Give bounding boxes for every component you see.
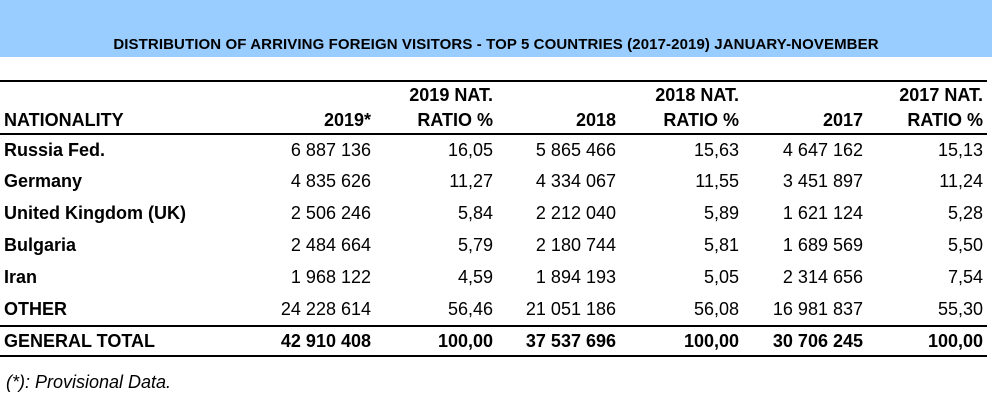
header-2019: 2019* [224, 106, 375, 135]
ratio-2017-cell: 55,30 [937, 298, 983, 319]
table-row: Bulgaria 2 484 664 5,79 2 180 744 5,81 1… [0, 229, 987, 261]
value-2017-cell: 1 689 569 [782, 234, 863, 255]
visitors-table: 2019 NAT. 2018 NAT. 2017 NAT. NATIONALIT… [0, 80, 987, 357]
nationality-cell: Germany [4, 170, 83, 191]
table-row: United Kingdom (UK) 2 506 246 5,84 2 212… [0, 197, 987, 229]
value-2017-cell: 3 451 897 [782, 170, 863, 191]
header-blank [497, 80, 620, 106]
header-row-2: NATIONALITY 2019* RATIO % 2018 RATIO % 2… [0, 106, 987, 135]
ratio-2017-cell: 15,13 [937, 139, 983, 160]
nationality-cell: United Kingdom (UK) [4, 202, 186, 223]
total-ratio-2019-cell: 100,00 [375, 325, 497, 357]
value-2017-cell: 16 981 837 [772, 298, 863, 319]
value-2018-cell: 4 334 067 [535, 170, 616, 191]
ratio-2019-cell: 5,79 [457, 234, 493, 255]
total-2018-cell: 37 537 696 [497, 325, 620, 357]
total-row: GENERAL TOTAL 42 910 408 100,00 37 537 6… [0, 325, 987, 357]
ratio-2018-cell: 5,89 [703, 202, 739, 223]
value-2019-cell: 4 835 626 [290, 170, 371, 191]
value-2017-cell: 1 621 124 [782, 202, 863, 223]
value-2017-cell: 2 314 656 [782, 266, 863, 287]
value-2018-cell: 1 894 193 [535, 266, 616, 287]
table-row: OTHER 24 228 614 56,46 21 051 186 56,08 … [0, 293, 987, 326]
total-ratio-2018-cell: 100,00 [620, 325, 743, 357]
nationality-cell: Russia Fed. [4, 139, 106, 160]
nationality-cell: OTHER [4, 298, 67, 319]
header-2018: 2018 [497, 106, 620, 135]
total-2017-cell: 30 706 245 [743, 325, 867, 357]
ratio-2017-cell: 11,24 [939, 170, 983, 191]
value-2018-cell: 2 180 744 [535, 234, 616, 255]
header-ratio-2018-line2: RATIO % [620, 106, 743, 135]
ratio-2019-cell: 11,27 [449, 170, 493, 191]
value-2018-cell: 21 051 186 [525, 298, 616, 319]
ratio-2019-cell: 16,05 [447, 139, 493, 160]
ratio-2018-cell: 5,05 [703, 266, 739, 287]
header-2017: 2017 [743, 106, 867, 135]
value-2019-cell: 1 968 122 [290, 266, 371, 287]
header-row-1: 2019 NAT. 2018 NAT. 2017 NAT. [0, 80, 987, 106]
table-row: Germany 4 835 626 11,27 4 334 067 11,55 … [0, 165, 987, 197]
ratio-2019-cell: 56,46 [447, 298, 493, 319]
nationality-cell: Iran [4, 266, 38, 287]
header-nationality: NATIONALITY [0, 106, 224, 135]
header-ratio-2018-line1: 2018 NAT. [620, 80, 743, 106]
nationality-cell: Bulgaria [4, 234, 77, 255]
header-ratio-2019-line1: 2019 NAT. [375, 80, 497, 106]
header-ratio-2017-line1: 2017 NAT. [867, 80, 987, 106]
table-row: Russia Fed. 6 887 136 16,05 5 865 466 15… [0, 134, 987, 165]
value-2019-cell: 2 484 664 [290, 234, 371, 255]
title-banner: DISTRIBUTION OF ARRIVING FOREIGN VISITOR… [0, 0, 992, 57]
value-2018-cell: 5 865 466 [535, 139, 616, 160]
ratio-2018-cell: 11,55 [695, 170, 739, 191]
table-row: Iran 1 968 122 4,59 1 894 193 5,05 2 314… [0, 261, 987, 293]
value-2019-cell: 24 228 614 [280, 298, 371, 319]
header-ratio-2017-line2: RATIO % [867, 106, 987, 135]
ratio-2017-cell: 5,28 [947, 202, 983, 223]
header-blank [743, 80, 867, 106]
ratio-2018-cell: 56,08 [693, 298, 739, 319]
footnote: (*): Provisional Data. [6, 372, 172, 392]
value-2019-cell: 2 506 246 [290, 202, 371, 223]
ratio-2017-cell: 5,50 [947, 234, 983, 255]
ratio-2019-cell: 5,84 [457, 202, 493, 223]
ratio-2018-cell: 5,81 [703, 234, 739, 255]
ratio-2018-cell: 15,63 [693, 139, 739, 160]
total-ratio-2017-cell: 100,00 [867, 325, 987, 357]
total-label: GENERAL TOTAL [0, 325, 224, 357]
table-title: DISTRIBUTION OF ARRIVING FOREIGN VISITOR… [113, 36, 879, 53]
ratio-2019-cell: 4,59 [457, 266, 493, 287]
ratio-2017-cell: 7,54 [947, 266, 983, 287]
header-blank [0, 80, 224, 106]
total-2019-cell: 42 910 408 [224, 325, 375, 357]
header-blank [224, 80, 375, 106]
header-ratio-2019-line2: RATIO % [375, 106, 497, 135]
value-2018-cell: 2 212 040 [535, 202, 616, 223]
value-2019-cell: 6 887 136 [290, 139, 371, 160]
value-2017-cell: 4 647 162 [782, 139, 863, 160]
